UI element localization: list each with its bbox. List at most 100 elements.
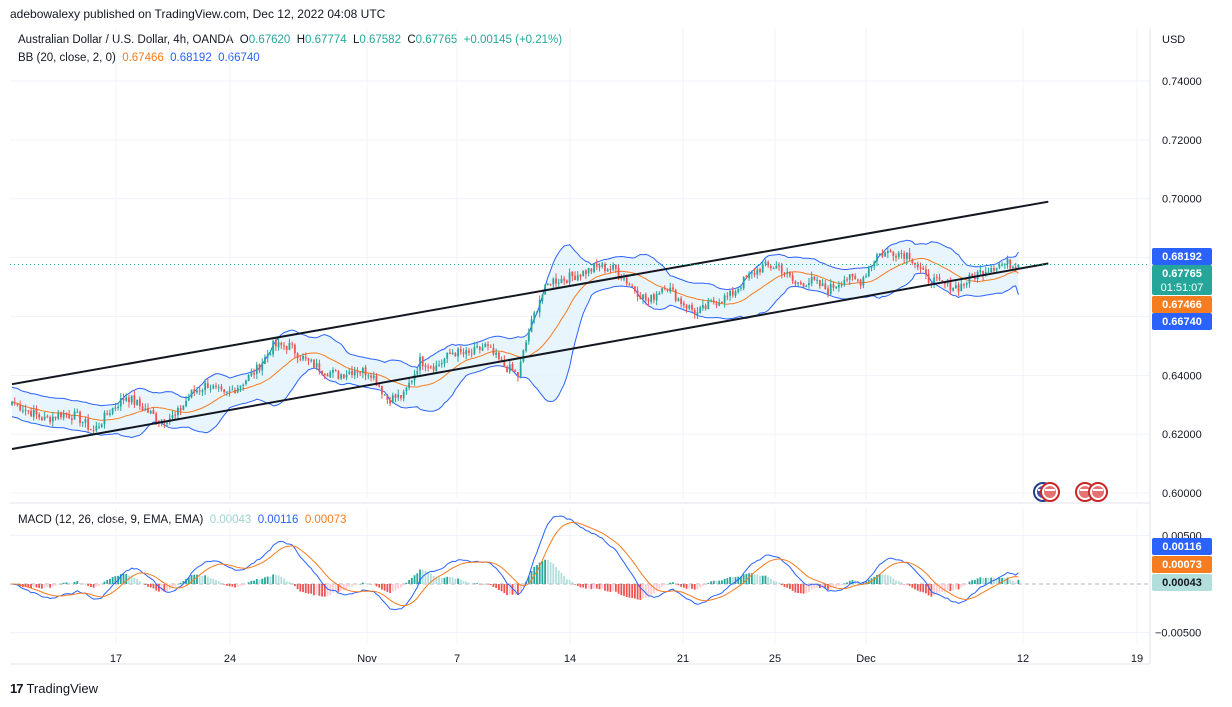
macd-hist-bar xyxy=(824,584,827,589)
candle-body xyxy=(750,272,753,274)
macd-hist-bar xyxy=(783,584,786,587)
candle-body xyxy=(348,371,351,374)
basis-tag xyxy=(1152,296,1212,313)
macd-hist-bar xyxy=(933,584,935,596)
macd-hist-bar xyxy=(160,584,163,592)
candle-body xyxy=(672,287,674,290)
macd-hist-bar xyxy=(984,577,987,584)
macd-hist-bar xyxy=(465,581,468,584)
macd-hist-bar xyxy=(133,577,136,584)
channel-line-lower[interactable] xyxy=(11,262,1049,450)
macd-pane[interactable] xyxy=(10,515,1150,611)
macd-hist-bar xyxy=(614,584,617,592)
macd-hist-bar xyxy=(976,578,979,584)
candle-body xyxy=(927,273,930,283)
channel-line-upper[interactable] xyxy=(11,200,1049,386)
candle-body xyxy=(204,383,207,390)
symbol-legend[interactable]: Australian Dollar / U.S. Dollar, 4h, OAN… xyxy=(18,34,562,46)
trend-channel[interactable] xyxy=(11,200,1049,450)
macd-hist-bar xyxy=(109,578,111,584)
candle-body xyxy=(511,364,514,371)
candle-body xyxy=(84,419,87,423)
candle-body xyxy=(555,278,557,284)
candle-body xyxy=(783,272,786,274)
macd-hist-bar xyxy=(103,581,106,584)
macd-hist-bar xyxy=(41,584,43,589)
candle-body xyxy=(731,290,734,296)
candle-body xyxy=(32,409,35,417)
candle-body xyxy=(125,397,128,401)
candle-body xyxy=(54,416,57,419)
candle-body xyxy=(680,298,683,305)
candle-body xyxy=(552,278,555,285)
macd-hist-bar xyxy=(1012,580,1014,584)
us-flag-icon[interactable] xyxy=(1040,482,1060,502)
macd-hist-bar xyxy=(1014,582,1017,584)
macd-line-value: 0.00116 xyxy=(257,514,299,526)
price-tick-label: 0.74000 xyxy=(1162,76,1202,88)
macd-hist-bar xyxy=(367,583,370,585)
candle-body xyxy=(87,418,90,430)
candle-body xyxy=(70,418,73,421)
macd-hist-bar xyxy=(587,584,590,589)
event-flags[interactable] xyxy=(1033,482,1108,502)
candle-body xyxy=(43,416,46,420)
macd-signal-tag-text: 0.00073 xyxy=(1162,559,1202,571)
macd-hist-bar xyxy=(277,575,280,584)
candle-body xyxy=(674,289,677,301)
candle-body xyxy=(655,293,658,301)
macd-hist-bar xyxy=(957,584,960,590)
macd-hist-bar xyxy=(685,584,688,589)
macd-hist-bar xyxy=(429,573,432,584)
macd-hist-bar xyxy=(261,578,264,584)
macd-hist-bar xyxy=(761,575,764,584)
macd-hist-bar xyxy=(476,583,479,584)
macd-hist-bar xyxy=(715,580,718,584)
macd-hist-bar xyxy=(141,583,144,585)
macd-hist-bar xyxy=(903,584,906,585)
macd-legend[interactable]: MACD (12, 26, close, 9, EMA, EMA) 0.0004… xyxy=(18,514,346,526)
candle-body xyxy=(484,343,487,348)
candle-body xyxy=(846,279,848,281)
macd-hist-bar xyxy=(459,579,462,584)
candle-body xyxy=(293,344,296,354)
candle-body xyxy=(954,285,957,289)
bb-legend[interactable]: BB (20, close, 2, 0) 0.67466 0.68192 0.6… xyxy=(18,52,260,64)
candle-body xyxy=(541,294,544,301)
macd-hist-bar xyxy=(767,576,770,584)
candle-body xyxy=(614,264,617,269)
macd-hist-bar xyxy=(321,584,323,597)
macd-hist-bar xyxy=(995,578,998,584)
us-flag-icon[interactable] xyxy=(1088,482,1108,502)
time-tick-label: 21 xyxy=(677,653,689,665)
time-tick-label: 25 xyxy=(769,653,781,665)
candle-body xyxy=(565,280,568,284)
candle-body xyxy=(560,278,563,284)
macd-hist-bar xyxy=(954,584,957,590)
macd-hist-bar xyxy=(998,577,1001,584)
candle-body xyxy=(522,350,525,362)
macd-hist-bar xyxy=(438,577,440,584)
macd-hist-bar xyxy=(848,580,851,584)
macd-hist-bar xyxy=(1001,577,1003,584)
candle-body xyxy=(179,408,182,411)
candle-body xyxy=(878,253,881,255)
macd-hist-bar xyxy=(65,582,68,584)
macd-hist-bar xyxy=(302,584,304,593)
macd-hist-bar xyxy=(862,582,865,584)
candle-body xyxy=(835,286,838,289)
macd-hist-bar xyxy=(307,584,310,594)
footer[interactable]: 17 TradingView xyxy=(10,681,98,696)
candle-body xyxy=(519,361,522,377)
macd-line-tag-text: 0.00116 xyxy=(1162,541,1201,553)
price-pane[interactable] xyxy=(10,200,1150,450)
macd-hist-bar xyxy=(631,584,634,598)
candle-body xyxy=(957,284,960,292)
candle-body xyxy=(280,342,283,346)
candle-body xyxy=(873,261,876,267)
candle-body xyxy=(636,290,639,297)
macd-hist-bar xyxy=(443,577,446,584)
macd-hist-bar xyxy=(138,581,141,584)
price-tags: 0.68192 0.67765 01:51:07 0.67466 0.66740 0.00… xyxy=(1152,248,1212,591)
